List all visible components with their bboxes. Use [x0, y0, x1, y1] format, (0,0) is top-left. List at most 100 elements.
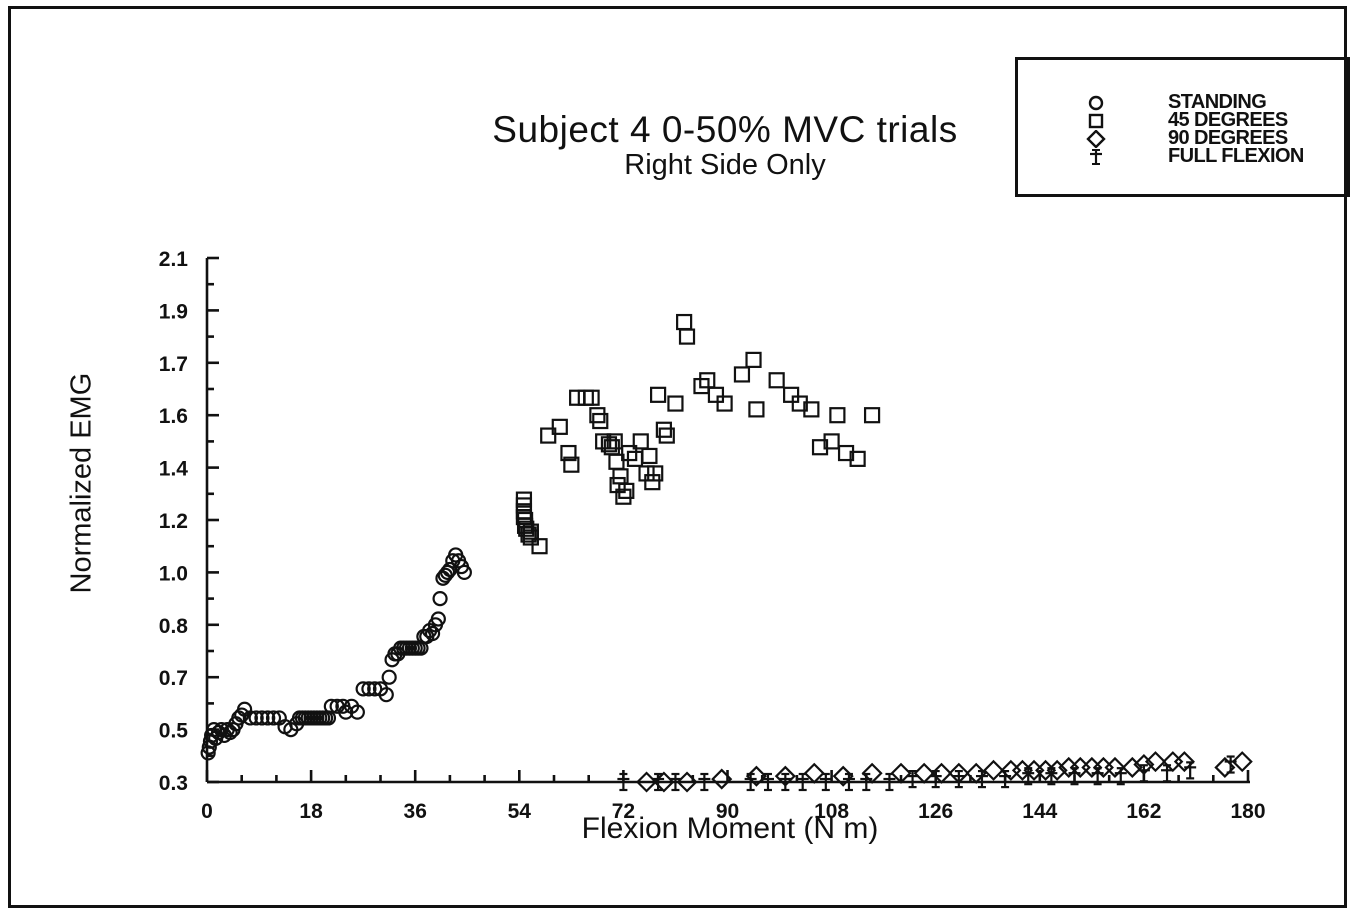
- data-point-90-degrees: [1173, 751, 1195, 773]
- data-point-45-degrees: [551, 418, 568, 435]
- data-point-45-degrees: [531, 538, 548, 555]
- data-point-full-flexion: [1022, 767, 1035, 786]
- y-tick-label: 0.3: [159, 772, 188, 795]
- y-tick-label: 0.8: [159, 615, 189, 638]
- y-tick-label: 2.1: [159, 248, 189, 271]
- data-point-full-flexion: [1068, 767, 1081, 786]
- x-tick-label: 54: [508, 800, 532, 823]
- data-point-full-flexion: [761, 772, 774, 792]
- data-point-full-flexion: [860, 772, 873, 792]
- x-tick-label: 180: [1230, 800, 1265, 823]
- cross-marker-icon: [1090, 149, 1102, 165]
- data-point-45-degrees: [516, 517, 534, 534]
- legend: STANDING 45 DEGREES 90 DEGREES FULL FLEX…: [1015, 57, 1350, 197]
- data-point-standing: [349, 704, 365, 720]
- legend-label-standing: STANDING: [1168, 91, 1267, 113]
- data-point-45-degrees: [520, 526, 537, 543]
- data-point-standing: [456, 564, 472, 581]
- data-point-90-degrees: [1231, 751, 1253, 773]
- data-point-full-flexion: [698, 772, 711, 792]
- data-point-45-degrees: [600, 436, 618, 453]
- data-point-45-degrees: [849, 450, 866, 467]
- data-marks: [200, 313, 1253, 793]
- data-point-full-flexion: [617, 772, 630, 792]
- data-point-45-degrees: [745, 351, 762, 368]
- data-point-full-flexion: [883, 772, 896, 792]
- chart-title: Subject 4 0-50% MVC trials: [492, 109, 958, 150]
- x-axis-label: Flexion Moment (N m): [581, 812, 879, 845]
- data-point-90-degrees: [711, 768, 733, 790]
- legend-label-full-flexion: FULL FLEXION: [1168, 145, 1304, 167]
- data-point-full-flexion: [669, 772, 682, 792]
- data-point-full-flexion: [1184, 761, 1197, 780]
- data-point-90-degrees: [861, 762, 883, 784]
- y-tick-label: 1.6: [159, 405, 188, 428]
- data-point-90-degrees: [913, 762, 935, 784]
- data-point-45-degrees: [540, 427, 557, 444]
- y-tick-label: 0.7: [159, 667, 188, 690]
- data-point-45-degrees: [693, 377, 710, 395]
- data-point-45-degrees: [837, 444, 855, 462]
- data-point-45-degrees: [667, 395, 684, 412]
- x-tick-label: 36: [404, 800, 427, 823]
- data-point-full-flexion: [1224, 755, 1237, 774]
- square-marker-icon: [1088, 113, 1104, 129]
- data-point-full-flexion: [975, 769, 988, 789]
- data-point-standing: [430, 611, 446, 627]
- data-point-45-degrees: [803, 401, 820, 418]
- data-point-90-degrees: [803, 762, 825, 784]
- data-point-full-flexion: [744, 772, 757, 792]
- data-point-45-degrees: [618, 482, 635, 499]
- data-point-standing: [265, 710, 282, 726]
- data-point-45-degrees: [606, 433, 623, 450]
- axes: 0 18 36 54 72 90 108 126 144 162 180 0.3 0.5 0.7 0.8 1.…: [159, 248, 1266, 823]
- data-point-45-degrees: [615, 488, 632, 505]
- data-point-full-flexion: [1161, 764, 1174, 783]
- data-point-45-degrees: [716, 395, 733, 412]
- data-point-45-degrees: [563, 456, 580, 473]
- data-point-full-flexion: [952, 769, 965, 789]
- data-point-standing: [260, 710, 276, 726]
- data-point-45-degrees: [768, 372, 785, 389]
- data-point-45-degrees: [733, 366, 751, 383]
- x-tick-label: 72: [612, 800, 635, 823]
- data-point-90-degrees: [1121, 756, 1143, 779]
- data-point-standing: [248, 710, 264, 726]
- data-point-45-degrees: [609, 476, 626, 494]
- data-point-45-degrees: [655, 421, 672, 438]
- legend-item-full-flexion: FULL FLEXION: [1018, 145, 1348, 167]
- figure-frame: [8, 6, 1347, 908]
- data-point-45-degrees: [518, 520, 535, 537]
- data-point-45-degrees: [829, 407, 846, 424]
- data-point-full-flexion: [906, 769, 919, 789]
- data-point-standing: [367, 681, 383, 697]
- data-point-45-degrees: [658, 427, 675, 444]
- data-point-45-degrees: [595, 433, 612, 450]
- data-point-45-degrees: [649, 386, 667, 403]
- data-point-45-degrees: [560, 444, 577, 462]
- data-point-90-degrees: [1104, 756, 1126, 779]
- data-point-full-flexion: [779, 772, 792, 792]
- legend-label-90-degrees: 90 DEGREES: [1168, 127, 1288, 149]
- data-point-full-flexion: [819, 772, 832, 792]
- data-point-90-degrees: [1144, 751, 1167, 773]
- chart-subtitle: Right Side Only: [624, 149, 826, 181]
- data-point-45-degrees: [638, 465, 655, 482]
- x-tick-label: 0: [201, 800, 213, 823]
- data-point-45-degrees: [811, 439, 829, 456]
- data-point-45-degrees: [748, 401, 765, 418]
- y-tick-label: 0.5: [159, 720, 189, 743]
- legend-item-90-degrees: 90 DEGREES: [1018, 127, 1348, 149]
- data-point-full-flexion: [1114, 767, 1127, 786]
- circle-marker-icon: [1088, 95, 1104, 111]
- data-point-45-degrees: [626, 450, 644, 467]
- data-point-45-degrees: [577, 389, 594, 406]
- x-tick-label: 144: [1022, 800, 1057, 823]
- x-tick-label: 18: [299, 800, 323, 823]
- y-tick-label: 1.7: [159, 353, 188, 376]
- data-point-45-degrees: [589, 407, 606, 424]
- data-point-standing: [323, 698, 339, 714]
- data-point-45-degrees: [644, 474, 661, 491]
- data-point-full-flexion: [1137, 764, 1150, 783]
